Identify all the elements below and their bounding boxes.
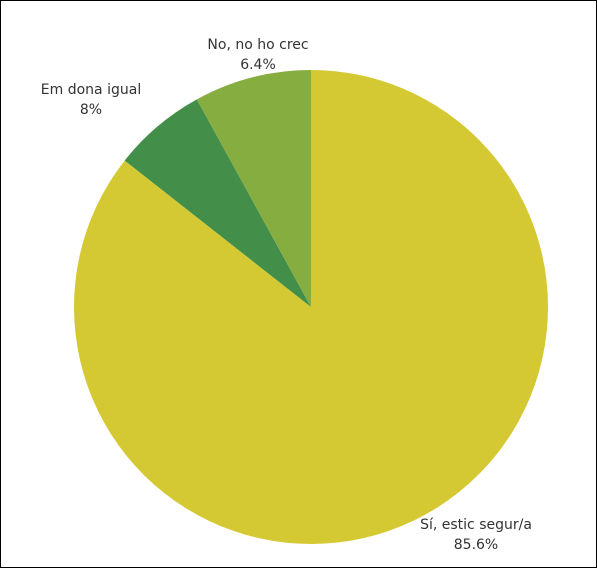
pie-slice-si-estic-segur-a — [74, 70, 549, 544]
slice-labels: Sí, estic segur/a 85.6% No, no ho crec 6.4%… — [41, 37, 532, 553]
slice-value-em-dona-igual: 8% — [80, 102, 102, 118]
slice-label-si-estic-segur-a: Sí, estic segur/a — [420, 517, 532, 533]
slice-value-si-estic-segur-a: 85.6% — [454, 537, 498, 553]
slice-value-no-no-ho-crec: 6.4% — [240, 57, 276, 73]
pie-slice-no-no-ho-crec — [124, 99, 312, 307]
pie-slices — [74, 70, 549, 544]
slice-label-no-no-ho-crec: No, no ho crec — [207, 37, 308, 53]
pie-slice-em-dona-igual — [196, 70, 311, 307]
slice-label-em-dona-igual: Em dona igual — [41, 82, 141, 98]
